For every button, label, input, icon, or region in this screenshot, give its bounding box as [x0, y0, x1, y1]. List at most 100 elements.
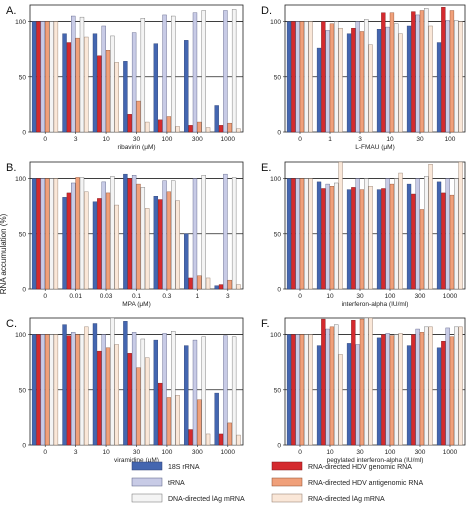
bar	[321, 318, 326, 446]
bar	[436, 42, 442, 133]
legend-item: RNA-directed HDV antigenomic RNA	[271, 477, 423, 487]
bar	[201, 336, 206, 446]
bar	[299, 334, 305, 446]
bar	[49, 178, 54, 290]
y-tick-label: 0	[277, 130, 281, 137]
bar	[415, 14, 420, 133]
x-tick-label: 300	[192, 136, 203, 143]
bar	[192, 12, 198, 133]
bar	[171, 15, 176, 133]
bar	[214, 285, 219, 290]
bar	[214, 105, 219, 133]
bar	[127, 114, 132, 133]
bar	[114, 204, 119, 290]
panel-label: E.	[261, 162, 271, 174]
bar	[428, 326, 433, 446]
bar	[127, 178, 132, 290]
bar	[153, 43, 159, 133]
bar	[321, 21, 326, 133]
panel-label: D.	[261, 5, 272, 17]
bar	[441, 340, 446, 446]
bar	[197, 399, 202, 446]
bar	[295, 178, 300, 290]
legend-swatch	[271, 477, 303, 487]
bar	[398, 172, 403, 290]
legend-swatch	[271, 493, 303, 503]
bar	[236, 284, 241, 290]
bar	[299, 178, 305, 290]
bar	[411, 193, 416, 290]
bar	[394, 178, 399, 290]
bar	[110, 317, 115, 446]
legend-label: RNA-directed lAg mRNA	[308, 496, 385, 503]
bar	[92, 33, 98, 133]
legend-swatch	[131, 493, 163, 503]
bar	[45, 21, 50, 133]
x-tick-label: 0	[298, 449, 302, 456]
bar	[158, 199, 163, 290]
bar	[101, 181, 106, 290]
bar	[449, 10, 455, 133]
bar	[458, 21, 463, 133]
bar	[436, 181, 442, 290]
x-tick-label: 1000	[221, 449, 236, 456]
legend-item: DNA-directed lAg mRNA	[131, 493, 245, 503]
bar	[316, 345, 322, 446]
bar	[454, 178, 459, 290]
bar	[214, 392, 219, 446]
bar	[295, 21, 300, 133]
bar	[385, 333, 390, 446]
bar	[411, 11, 416, 133]
bar	[364, 178, 369, 290]
x-tick-label: 10	[326, 293, 334, 300]
plot-frame	[284, 161, 466, 290]
bar	[291, 334, 296, 446]
bar	[31, 178, 37, 290]
bar	[428, 164, 433, 290]
bar	[424, 8, 429, 133]
bar	[205, 127, 211, 133]
bar	[381, 334, 386, 446]
y-tick-label: 100	[15, 176, 26, 183]
bar	[286, 21, 292, 133]
y-tick-label: 0	[277, 443, 281, 450]
bar	[36, 21, 41, 133]
bar	[419, 10, 425, 133]
bar	[123, 321, 128, 446]
bar	[123, 61, 128, 133]
bar	[66, 192, 72, 290]
x-tick-label: 300	[192, 449, 203, 456]
bar	[415, 328, 420, 446]
x-tick-label: 0	[298, 136, 302, 143]
bar	[236, 128, 241, 133]
bar	[394, 23, 399, 133]
x-axis-label: pegylated interferon-alpha (IU/ml)	[327, 457, 424, 464]
bar	[49, 21, 54, 133]
bar	[376, 29, 382, 133]
bar	[355, 344, 360, 446]
bar	[346, 343, 352, 446]
bar	[334, 182, 339, 290]
bar	[454, 20, 459, 133]
x-tick-label: 30	[356, 293, 364, 300]
bar	[231, 177, 237, 290]
bar	[184, 345, 189, 446]
bar	[136, 183, 141, 290]
x-tick-label: 0	[298, 293, 302, 300]
bar	[145, 208, 150, 290]
bar	[188, 125, 193, 133]
legend-swatch	[271, 461, 303, 471]
bar	[308, 178, 313, 290]
x-tick-label: 1000	[221, 136, 236, 143]
panel-label: B.	[6, 162, 16, 174]
bar	[184, 233, 189, 290]
bar	[136, 367, 141, 446]
bar	[175, 395, 180, 446]
bar	[175, 200, 180, 290]
bar	[368, 186, 373, 290]
x-tick-label: 100	[385, 293, 396, 300]
bar	[231, 9, 237, 133]
bar	[291, 21, 296, 133]
